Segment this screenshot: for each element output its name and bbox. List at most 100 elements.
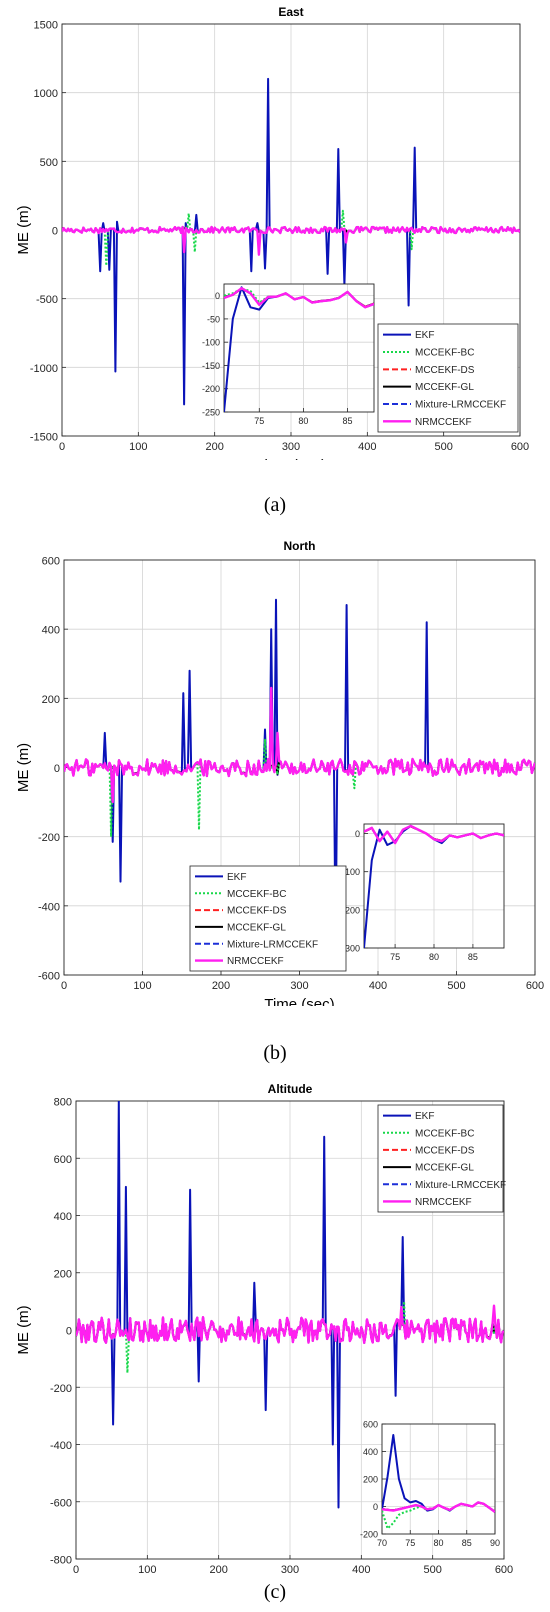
x-tick-label: 80	[433, 1538, 443, 1548]
y-tick-label: -400	[50, 1440, 72, 1452]
x-tick-label: 300	[281, 1564, 299, 1576]
legend-label-mccekf-ds: MCCEKF-DS	[415, 1145, 475, 1156]
legend-box	[377, 323, 519, 433]
y-tick-label: -200	[202, 384, 220, 394]
y-tick-label: 0	[66, 1326, 72, 1338]
y-tick-label: -600	[50, 1497, 72, 1509]
x-tick-label: 500	[447, 980, 465, 992]
legend-label-ekf: EKF	[415, 330, 434, 341]
legend-label-nrmccekf: NRMCCEKF	[227, 956, 284, 967]
y-tick-label: 400	[42, 625, 60, 637]
x-tick-label: 70	[377, 1538, 387, 1548]
y-tick-label: 500	[40, 157, 58, 169]
x-tick-label: 200	[205, 441, 223, 453]
y-tick-label: -400	[38, 901, 60, 913]
y-tick-label: -150	[202, 361, 220, 371]
x-tick-label: 300	[290, 980, 308, 992]
legend-label-mixture-lrmccekf: Mixture-LRMCCEKF	[227, 939, 318, 950]
y-tick-label: 0	[373, 1502, 378, 1512]
x-tick-label: 85	[462, 1538, 472, 1548]
chart-title: North	[284, 539, 316, 553]
x-tick-label: 75	[390, 952, 400, 962]
x-tick-label: 80	[298, 416, 308, 426]
y-tick-label: -300	[342, 944, 360, 954]
series-line-nrmccekf	[64, 686, 535, 804]
x-tick-label: 500	[434, 441, 452, 453]
x-tick-label: 85	[343, 416, 353, 426]
x-tick-label: 90	[490, 1538, 500, 1548]
east-chart: 0 100 200 300 400 500 600-1500-1000-5000500100…	[15, 5, 529, 460]
x-axis-label: Time (sec)	[256, 457, 326, 460]
legend-label-mccekf-bc: MCCEKF-BC	[227, 889, 286, 900]
legend-box	[377, 1104, 504, 1213]
series-line-nrmccekf	[364, 824, 504, 845]
series-line-nrmccekf	[76, 1304, 504, 1344]
y-tick-label: -600	[38, 971, 60, 983]
legend-label-mccekf-ds: MCCEKF-DS	[227, 906, 287, 917]
x-tick-label: 500	[423, 1564, 441, 1576]
y-tick-label: 0	[54, 763, 60, 775]
inset-axes-box	[381, 1423, 496, 1535]
inset-axes-box	[363, 823, 505, 949]
x-tick-label: 400	[358, 441, 376, 453]
x-tick-label: 100	[129, 441, 147, 453]
y-tick-label: -200	[38, 832, 60, 844]
y-tick-label: 200	[42, 694, 60, 706]
y-tick-label: 600	[363, 1420, 378, 1430]
legend-label-mixture-lrmccekf: Mixture-LRMCCEKF	[415, 400, 506, 411]
y-tick-label: -250	[202, 408, 220, 418]
x-tick-label: 600	[526, 980, 544, 992]
y-tick-label: -200	[342, 905, 360, 915]
legend-label-mccekf-bc: MCCEKF-BC	[415, 1128, 474, 1139]
y-tick-label: 400	[363, 1447, 378, 1457]
y-tick-label: 1000	[34, 88, 58, 100]
caption-c: (c)	[263, 1581, 287, 1603]
north-chart: 0 100 200 300 400 500 600 -600 -400 -200 0 200 400 60…	[15, 539, 544, 1006]
x-tick-label: 400	[352, 1564, 370, 1576]
y-tick-label: 600	[42, 556, 60, 568]
y-tick-label: -500	[36, 294, 58, 306]
legend-label-mccekf-bc: MCCEKF-BC	[415, 348, 474, 359]
legend-box	[189, 865, 347, 972]
inset-plot-area	[224, 284, 374, 412]
chart-title: East	[278, 5, 303, 19]
y-tick-label: -1000	[30, 363, 58, 375]
x-tick-label: 200	[212, 980, 230, 992]
inset-axes-box	[223, 283, 375, 413]
x-tick-label: 75	[254, 416, 264, 426]
altitude-chart: 0 100 200 300 400 500 600 -800 -600 -400 -200 0 200 4…	[15, 1082, 513, 1576]
x-tick-label: 400	[369, 980, 387, 992]
legend-label-nrmccekf: NRMCCEKF	[415, 417, 472, 428]
y-tick-label: -200	[50, 1383, 72, 1395]
y-axis-label: ME (m)	[15, 1305, 32, 1354]
y-tick-label: 600	[54, 1154, 72, 1166]
legend-label-ekf: EKF	[227, 872, 246, 883]
x-tick-label: 200	[209, 1564, 227, 1576]
y-tick-label: 0	[355, 829, 360, 839]
legend-label-mixture-lrmccekf: Mixture-LRMCCEKF	[415, 1180, 506, 1191]
chart-title: Altitude	[268, 1082, 313, 1096]
y-tick-label: -100	[342, 867, 360, 877]
y-tick-label: 1500	[34, 20, 58, 32]
x-tick-label: 75	[405, 1538, 415, 1548]
x-axis-label: Time (sec)	[264, 996, 334, 1006]
series-line-nrmccekf	[382, 1501, 495, 1513]
legend-label-ekf: EKF	[415, 1111, 434, 1122]
x-tick-label: 0	[61, 980, 67, 992]
x-tick-label: 100	[138, 1564, 156, 1576]
x-tick-label: 100	[133, 980, 151, 992]
legend-label-mccekf-gl: MCCEKF-GL	[415, 382, 474, 393]
caption-a: (a)	[263, 494, 287, 516]
legend-label-mccekf-gl: MCCEKF-GL	[227, 922, 286, 933]
y-tick-label: -800	[50, 1555, 72, 1567]
y-tick-label: 200	[363, 1475, 378, 1485]
y-tick-label: 0	[52, 226, 58, 238]
x-tick-label: 85	[468, 952, 478, 962]
caption-b: (b)	[263, 1042, 287, 1064]
y-tick-label: 200	[54, 1268, 72, 1280]
y-tick-label: 400	[54, 1211, 72, 1223]
x-tick-label: 600	[511, 441, 529, 453]
y-axis-label: ME (m)	[15, 743, 32, 792]
y-axis-label: ME (m)	[15, 205, 32, 254]
